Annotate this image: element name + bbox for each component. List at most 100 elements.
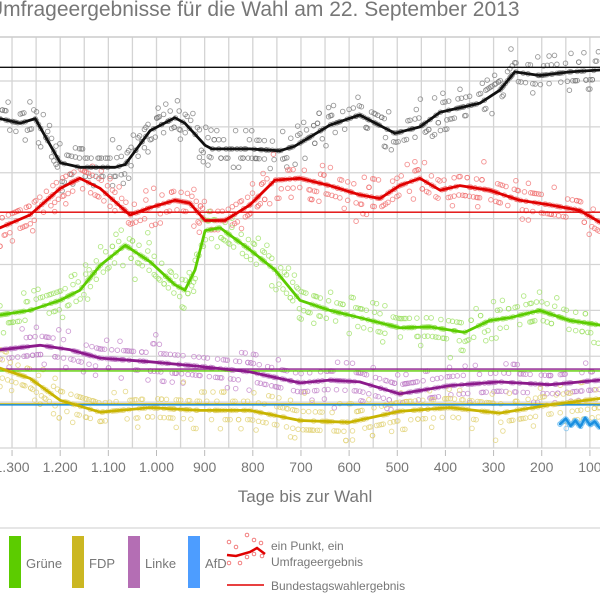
poll-point-linke xyxy=(92,363,99,369)
poll-point-spd xyxy=(338,177,345,183)
poll-point-fdp xyxy=(329,409,335,416)
poll-point-fdp xyxy=(456,387,463,394)
poll-point-linke xyxy=(375,393,381,400)
poll-point-linke xyxy=(232,385,239,392)
poll-point-grne xyxy=(151,253,157,260)
poll-point-linke xyxy=(448,391,454,398)
poll-point-spd xyxy=(268,180,275,187)
poll-point-cducsu xyxy=(437,127,444,134)
poll-point-cducsu xyxy=(48,154,55,160)
poll-point-spd xyxy=(481,159,487,165)
poll-point-spd xyxy=(254,194,261,201)
poll-point-fdp xyxy=(76,412,82,418)
poll-point-fdp xyxy=(201,389,208,395)
poll-point-linke xyxy=(117,338,123,344)
poll-point-linke xyxy=(29,352,36,359)
poll-point-linke xyxy=(434,375,440,382)
poll-point-linke xyxy=(527,371,533,378)
poll-point-cducsu xyxy=(98,155,105,161)
poll-point-linke xyxy=(0,356,3,362)
poll-point-spd xyxy=(337,195,343,201)
poll-point-grne xyxy=(291,272,298,278)
poll-point-fdp xyxy=(177,397,184,403)
poll-point-fdp xyxy=(97,418,103,425)
poll-point-grne xyxy=(151,271,157,278)
poll-point-grne xyxy=(192,275,198,282)
poll-point-cducsu xyxy=(59,178,65,185)
poll-point-grne xyxy=(87,283,94,290)
poll-point-grne xyxy=(490,298,497,305)
poll-point-fdp xyxy=(388,428,395,435)
poll-point-grne xyxy=(311,320,317,327)
poll-point-linke xyxy=(118,375,124,381)
poll-point-fdp xyxy=(557,409,563,416)
poll-point-cducsu xyxy=(515,78,522,85)
poll-point-fdp xyxy=(224,416,231,423)
poll-point-spd xyxy=(79,186,86,192)
poll-point-cducsu xyxy=(540,63,547,69)
poll-point-spd xyxy=(278,186,285,192)
poll-point-fdp xyxy=(251,390,257,396)
poll-point-cducsu xyxy=(104,155,111,161)
poll-point-grne xyxy=(264,242,270,248)
poll-point-linke xyxy=(238,349,245,356)
poll-point-cducsu xyxy=(508,46,514,52)
poll-point-fdp xyxy=(22,383,28,389)
poll-point-cducsu xyxy=(568,50,574,57)
poll-point-spd xyxy=(48,202,54,209)
poll-point-linke xyxy=(275,384,282,391)
poll-point-spd xyxy=(9,238,16,244)
poll-point-linke xyxy=(343,360,350,366)
poll-point-spd xyxy=(31,199,38,205)
poll-point-linke xyxy=(334,359,341,365)
poll-point-linke xyxy=(349,360,356,366)
poll-point-spd xyxy=(107,203,113,210)
poll-point-grne xyxy=(70,281,76,288)
poll-point-grne xyxy=(259,248,266,254)
poll-point-fdp xyxy=(227,416,233,423)
poll-point-spd xyxy=(116,184,122,190)
poll-point-grne xyxy=(86,267,92,273)
poll-point-afd xyxy=(563,425,570,432)
poll-point-fdp xyxy=(292,435,298,441)
poll-point-fdp xyxy=(64,408,70,415)
poll-point-cducsu xyxy=(530,90,536,96)
poll-point-spd xyxy=(528,190,534,196)
poll-point-spd xyxy=(415,167,421,173)
poll-point-spd xyxy=(428,173,435,179)
poll-point-cducsu xyxy=(220,136,227,143)
poll-point-grne xyxy=(129,238,136,244)
poll-point-spd xyxy=(118,195,125,202)
poll-point-grne xyxy=(0,303,3,309)
poll-point-fdp xyxy=(193,425,199,432)
poll-point-grne xyxy=(267,263,273,269)
poll-point-fdp xyxy=(292,407,298,414)
poll-point-spd xyxy=(563,214,569,220)
poll-point-spd xyxy=(69,188,76,194)
poll-point-cducsu xyxy=(381,115,388,122)
poll-point-spd xyxy=(123,199,129,205)
poll-point-grne xyxy=(350,295,356,301)
poll-point-grne xyxy=(397,334,404,340)
poll-point-fdp xyxy=(144,414,151,420)
poll-point-spd xyxy=(406,188,413,195)
poll-point-cducsu xyxy=(68,153,75,159)
poll-point-fdp xyxy=(591,405,598,412)
poll-point-fdp xyxy=(532,395,539,401)
poll-point-linke xyxy=(108,347,115,353)
poll-point-fdp xyxy=(7,359,14,366)
poll-point-cducsu xyxy=(109,182,116,189)
poll-point-fdp xyxy=(15,362,21,368)
poll-point-linke xyxy=(596,386,600,393)
legend-result-note: Bundestagswahlergebnis xyxy=(271,579,405,593)
poll-point-grne xyxy=(79,284,85,291)
poll-point-cducsu xyxy=(200,149,207,156)
poll-point-grne xyxy=(493,335,499,341)
poll-point-spd xyxy=(497,200,504,206)
poll-point-grne xyxy=(355,323,361,330)
poll-point-linke xyxy=(254,379,261,386)
poll-point-spd xyxy=(189,202,195,209)
poll-point-cducsu xyxy=(364,125,371,131)
poll-point-spd xyxy=(513,177,519,184)
legend-label-grne: Grüne xyxy=(26,556,62,571)
